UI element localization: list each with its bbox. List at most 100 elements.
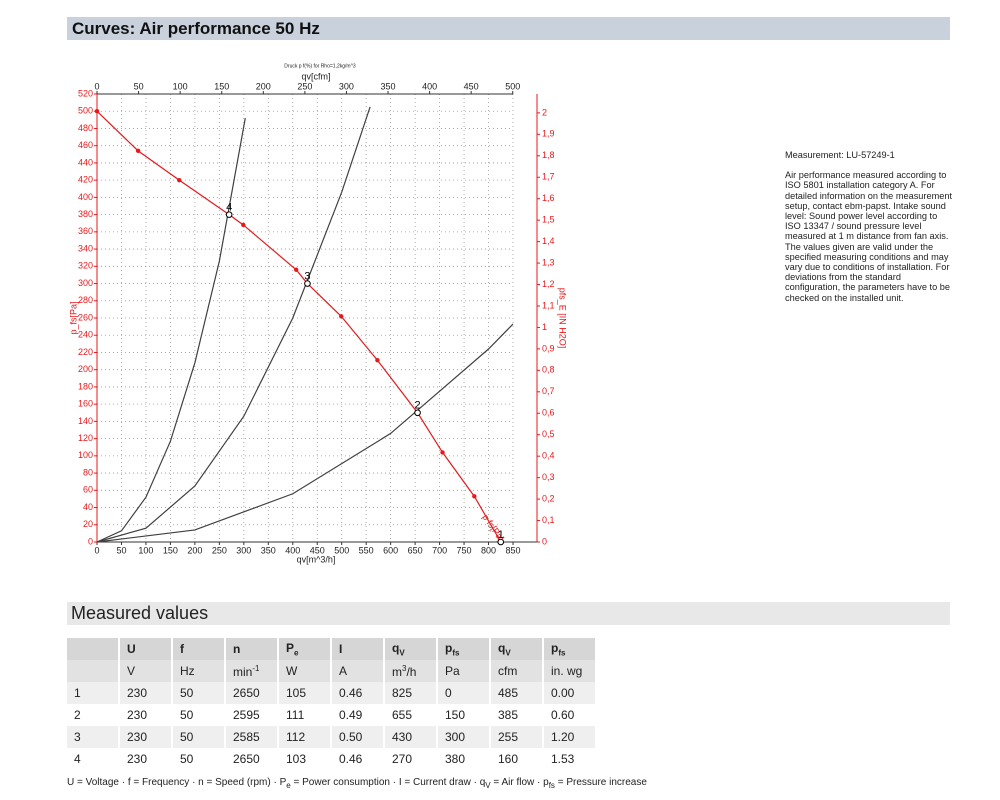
x-tick-label: 300 bbox=[236, 545, 251, 555]
curve-point bbox=[375, 358, 380, 363]
x-tick-label: 850 bbox=[505, 545, 520, 555]
table-cell: 270 bbox=[384, 748, 438, 770]
y2-tick-label: 0 bbox=[542, 536, 547, 546]
y2-tick-label: 0,9 bbox=[542, 343, 555, 353]
y2-tick-label: 0,6 bbox=[542, 408, 555, 418]
table-cell: 385 bbox=[490, 704, 544, 726]
operating-point-label: 4 bbox=[226, 202, 232, 214]
table-cell: 50 bbox=[172, 748, 226, 770]
x-tick-label: 350 bbox=[261, 545, 276, 555]
table-cell: 0.46 bbox=[331, 748, 385, 770]
table-cell: 2650 bbox=[225, 682, 279, 704]
cell-text: Hz bbox=[180, 664, 195, 678]
table-cell: n bbox=[225, 638, 279, 660]
curve-point bbox=[177, 177, 182, 183]
y2-tick-label: 1,6 bbox=[542, 193, 555, 203]
table-cell: 50 bbox=[172, 704, 226, 726]
operating-point-label: 1 bbox=[498, 529, 504, 541]
cell-text: p bbox=[445, 640, 453, 655]
table-cell: f bbox=[172, 638, 226, 660]
y2-tick-label: 0,7 bbox=[542, 386, 555, 396]
operating-point bbox=[225, 211, 233, 218]
table-row: 3 230 50 2585 112 0.50 430 300 255 1.20 bbox=[67, 726, 597, 748]
table-cell: 105 bbox=[278, 682, 332, 704]
table-cell: W bbox=[278, 660, 332, 682]
y-tick-label: 480 bbox=[78, 123, 93, 133]
x-tick-label: 800 bbox=[481, 545, 496, 555]
cell-text: P bbox=[286, 640, 295, 655]
curve bbox=[96, 323, 514, 543]
table-cell: 1.53 bbox=[543, 748, 597, 770]
table-cell: 2 bbox=[67, 704, 120, 726]
cell-text: q bbox=[498, 640, 506, 655]
x-tick-label: 600 bbox=[383, 545, 398, 555]
footnote-part: = Air flow · p bbox=[490, 777, 549, 788]
y-tick-label: 100 bbox=[78, 450, 93, 460]
footnote-part: = Pressure increase bbox=[554, 777, 647, 788]
cell-text: min bbox=[233, 664, 253, 679]
table-cell: pfs bbox=[437, 638, 491, 660]
table-cell: 655 bbox=[384, 704, 438, 726]
y2-tick-label: 0,3 bbox=[542, 472, 555, 482]
curve-point bbox=[339, 314, 344, 319]
table-cell: 50 bbox=[172, 682, 226, 704]
table-cell: m3/h bbox=[384, 660, 438, 682]
cell-superscript: 3 bbox=[402, 663, 407, 673]
footnote-part: fs bbox=[548, 781, 555, 790]
curve-point bbox=[293, 267, 299, 272]
table-cell bbox=[67, 638, 120, 660]
table-cell: 255 bbox=[490, 726, 544, 748]
x-tick-label: 100 bbox=[138, 545, 153, 555]
cell-text: Pa bbox=[445, 664, 460, 678]
table-cell: 430 bbox=[384, 726, 438, 748]
cell-text: /h bbox=[406, 664, 417, 679]
cell-text: U bbox=[127, 642, 136, 656]
y-tick-label: 180 bbox=[78, 381, 93, 391]
y2-tick-label: 0,2 bbox=[542, 493, 555, 503]
y-tick-label: 440 bbox=[78, 157, 93, 167]
y2-tick-label: 2 bbox=[542, 107, 547, 117]
y2-tick-label: 0,1 bbox=[542, 515, 555, 525]
table-cell: 0.49 bbox=[331, 704, 385, 726]
y-tick-label: 400 bbox=[78, 192, 93, 202]
y2-tick-label: 1,4 bbox=[542, 236, 555, 246]
x-tick-label: 450 bbox=[310, 545, 325, 555]
curve bbox=[96, 118, 246, 543]
table-cell: 1.20 bbox=[543, 726, 597, 748]
x2-tick-label: 350 bbox=[381, 81, 396, 91]
x-tick-label: 700 bbox=[432, 545, 447, 555]
x2-tick-label: 400 bbox=[422, 81, 437, 91]
table-cell: 300 bbox=[437, 726, 491, 748]
table-cell: 50 bbox=[172, 726, 226, 748]
table-cell: 0.60 bbox=[543, 704, 597, 726]
cell-text: I bbox=[339, 642, 343, 656]
table-cell: 2585 bbox=[225, 726, 279, 748]
table-cell: 380 bbox=[437, 748, 491, 770]
y-tick-label: 520 bbox=[78, 88, 93, 98]
y-tick-label: 60 bbox=[83, 485, 93, 495]
cell-text: f bbox=[180, 642, 184, 656]
table-cell: 485 bbox=[490, 682, 544, 704]
x2-tick-label: 300 bbox=[339, 81, 354, 91]
cell-text: in. wg bbox=[551, 664, 583, 678]
y-tick-label: 360 bbox=[78, 226, 93, 236]
y2-tick-label: 1,1 bbox=[542, 300, 555, 310]
footnote-part: U = Voltage · f = Frequency · n = Speed … bbox=[67, 777, 287, 788]
curve bbox=[96, 110, 502, 543]
y-tick-label: 80 bbox=[83, 467, 93, 477]
x-tick-label: 500 bbox=[334, 545, 349, 555]
table-title: Measured values bbox=[67, 602, 950, 625]
y2-tick-label: 1,3 bbox=[542, 257, 555, 267]
operating-point bbox=[304, 280, 311, 287]
table-cell: I bbox=[331, 638, 385, 660]
y-tick-label: 240 bbox=[78, 330, 93, 340]
chart: 0 50 100 150 200 250 300 350 400 450 500 550 600 650 7… bbox=[68, 63, 567, 564]
cell-subscript: V bbox=[399, 648, 405, 658]
footnote-part: = Power consumption · I = Current draw ·… bbox=[290, 777, 486, 788]
notes: Measurement: LU-57249-1 Air performance … bbox=[785, 150, 953, 313]
cell-text: q bbox=[392, 640, 400, 655]
x-tick-label: 150 bbox=[163, 545, 178, 555]
cell-text: V bbox=[127, 664, 136, 678]
